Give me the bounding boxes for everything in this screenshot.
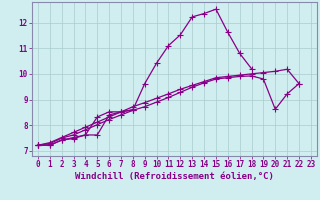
X-axis label: Windchill (Refroidissement éolien,°C): Windchill (Refroidissement éolien,°C) [75,172,274,181]
